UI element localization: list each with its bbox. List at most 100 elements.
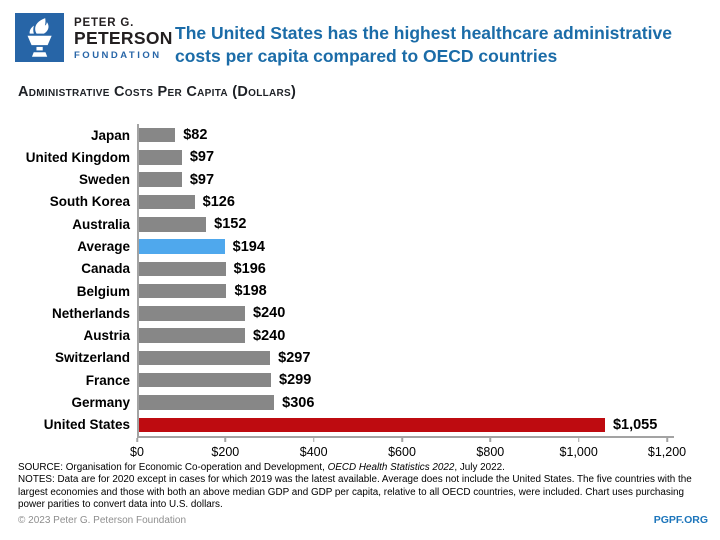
bar-track: $194 — [139, 235, 669, 257]
value-label: $126 — [202, 193, 235, 210]
bar-row: Germany $306 — [18, 391, 702, 413]
bar-united-states — [139, 417, 605, 433]
tick-mark — [224, 438, 227, 442]
copyright-text: © 2023 Peter G. Peterson Foundation — [18, 514, 187, 526]
bar-track: $82 — [139, 124, 669, 146]
bar-germany — [139, 395, 275, 410]
tick-mark — [577, 438, 580, 442]
category-label: Average — [77, 239, 130, 255]
tick-label: $200 — [211, 445, 240, 459]
value-label: $240 — [253, 305, 286, 322]
bar-row: Belgium $198 — [18, 280, 702, 302]
tick-mark — [312, 438, 315, 442]
tick-mark — [666, 438, 668, 442]
torch-icon — [15, 13, 64, 62]
value-label: $306 — [282, 394, 315, 411]
category-label: Austria — [83, 328, 130, 344]
bar-row: Canada $196 — [18, 258, 702, 280]
bar-track: $97 — [139, 169, 669, 191]
category-label: Belgium — [76, 283, 130, 299]
bar-track: $297 — [139, 347, 669, 369]
category-label: Japan — [90, 127, 130, 143]
y-axis-line — [137, 124, 139, 437]
source-italic-text: OECD Health Statistics 2022 — [327, 462, 455, 473]
bar-track: $198 — [139, 280, 669, 302]
bar-row: Japan $82 — [18, 124, 702, 146]
notes-text: NOTES: Data are for 2020 except in cases… — [18, 474, 692, 510]
category-label: Sweden — [78, 172, 130, 188]
bar-row: South Korea $126 — [18, 191, 702, 213]
value-label: $299 — [279, 372, 312, 389]
source-suffix-text: , July 2022. — [454, 462, 505, 473]
bar-canada — [139, 261, 226, 277]
bar-track: $240 — [139, 302, 669, 324]
category-label: United States — [43, 417, 130, 433]
value-label: $196 — [233, 260, 266, 277]
bar-row: Sweden $97 — [18, 169, 702, 191]
logo-wordmark: PETER G. PETERSON FOUNDATION — [74, 13, 173, 62]
logo-line-1: PETER G. — [74, 17, 135, 29]
bar-track: $97 — [139, 146, 669, 168]
bar-average — [139, 239, 225, 254]
pgpf-logo: PETER G. PETERSON FOUNDATION — [15, 13, 173, 62]
footer-notes: SOURCE: Organisation for Economic Co-ope… — [18, 462, 710, 511]
bar-row: Austria $240 — [18, 325, 702, 347]
tick-label: $0 — [130, 445, 144, 459]
footer-bottom-row: © 2023 Peter G. Peterson Foundation PGPF… — [18, 514, 708, 526]
bar-japan — [139, 127, 176, 143]
value-label: $97 — [189, 149, 215, 166]
value-label: $1,055 — [612, 416, 658, 433]
value-label: $240 — [253, 327, 286, 344]
bar-row: Switzerland $297 — [18, 347, 702, 369]
category-label: United Kingdom — [25, 149, 130, 165]
source-text: SOURCE: Organisation for Economic Co-ope… — [18, 462, 328, 473]
value-label: $97 — [189, 171, 215, 188]
bar-row: United States $1,055 — [18, 414, 702, 436]
bar-track: $126 — [139, 191, 669, 213]
bar-track: $152 — [139, 213, 669, 235]
chart-rows: Japan $82 United Kingdom $97 Sweden $97 South … — [18, 124, 702, 437]
category-label: Switzerland — [54, 350, 130, 366]
bar-belgium — [139, 283, 227, 299]
x-axis: $0 $200 $400 $600 $800 $1,000 $1,200 — [130, 436, 686, 464]
bar-chart: Japan $82 United Kingdom $97 Sweden $97 South … — [18, 124, 718, 459]
bar-south-korea — [139, 194, 195, 210]
bar-row: Australia $152 — [18, 213, 702, 235]
bar-track: $196 — [139, 258, 669, 280]
value-label: $82 — [183, 127, 208, 144]
bar-track: $1,055 — [139, 414, 669, 436]
bar-track: $306 — [139, 391, 669, 413]
bar-austria — [139, 328, 245, 343]
value-label: $194 — [232, 238, 265, 255]
category-label: Germany — [71, 395, 130, 411]
tick-label: $400 — [299, 445, 328, 459]
bar-track: $240 — [139, 325, 669, 347]
bar-row: Netherlands $240 — [18, 302, 702, 324]
value-label: $152 — [214, 216, 247, 233]
category-label: France — [85, 372, 130, 388]
bar-france — [139, 372, 272, 388]
logo-line-3: FOUNDATION — [74, 49, 162, 61]
chart-subtitle: Administrative Costs Per Capita (Dollars… — [18, 84, 297, 100]
tick-label: $600 — [388, 445, 416, 459]
bar-track: $299 — [139, 369, 669, 391]
bar-switzerland — [139, 350, 271, 366]
value-label: $297 — [278, 349, 311, 366]
tick-mark — [136, 438, 138, 442]
bar-australia — [139, 217, 207, 232]
page-title: The United States has the highest health… — [175, 22, 672, 66]
category-label: Netherlands — [51, 305, 130, 321]
tick-mark — [489, 438, 492, 442]
tick-mark — [401, 438, 403, 442]
tick-label: $800 — [476, 445, 505, 459]
bar-row: Average $194 — [18, 235, 702, 257]
category-label: Canada — [81, 261, 130, 277]
bar-row: United Kingdom $97 — [18, 146, 702, 168]
tick-label: $1,000 — [559, 445, 598, 459]
pgpf-org-link[interactable]: PGPF.ORG — [653, 514, 708, 526]
logo-line-2: PETERSON — [74, 28, 173, 48]
bar-row: France $299 — [18, 369, 702, 391]
bar-sweden — [139, 172, 182, 187]
category-label: Australia — [72, 216, 130, 232]
